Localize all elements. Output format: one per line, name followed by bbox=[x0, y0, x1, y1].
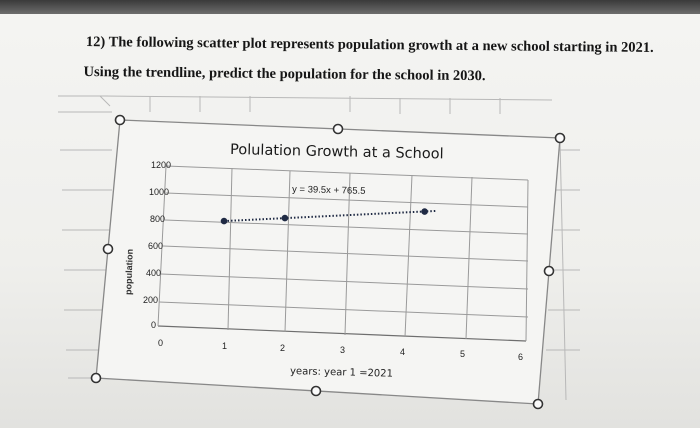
y-axis-label: population bbox=[123, 249, 135, 295]
x-tick-label: 1 bbox=[222, 341, 227, 351]
resize-handle[interactable] bbox=[102, 243, 114, 255]
data-point bbox=[281, 214, 289, 222]
x-tick-label: 4 bbox=[400, 347, 405, 357]
resize-handle[interactable] bbox=[90, 372, 102, 384]
data-point bbox=[220, 217, 228, 225]
x-tick-label: 0 bbox=[158, 338, 163, 348]
resize-handle[interactable] bbox=[310, 385, 322, 397]
plot-gridlines bbox=[157, 165, 529, 342]
x-tick-label: 2 bbox=[280, 343, 285, 353]
y-tick-label: 0 bbox=[151, 320, 156, 330]
trendline bbox=[223, 209, 437, 223]
resize-handle[interactable] bbox=[114, 114, 126, 126]
y-tick-label: 800 bbox=[150, 214, 165, 224]
x-axis-tick-labels: 0 1 2 3 4 5 6 bbox=[158, 338, 523, 362]
y-tick-label: 600 bbox=[148, 241, 163, 251]
y-tick-label: 1000 bbox=[149, 187, 169, 197]
chart-title: Polulation Growth at a School bbox=[230, 142, 444, 162]
x-tick-label: 5 bbox=[460, 349, 465, 359]
resize-handles[interactable] bbox=[90, 114, 566, 410]
x-tick-label: 6 bbox=[518, 352, 523, 362]
y-axis-tick-labels: 1200 1000 800 600 400 200 0 bbox=[143, 160, 171, 330]
y-tick-label: 400 bbox=[146, 268, 161, 278]
y-tick-label: 1200 bbox=[151, 160, 171, 170]
x-axis-label: years: year 1 =2021 bbox=[290, 366, 393, 380]
resize-handle[interactable] bbox=[532, 398, 544, 410]
resize-handle[interactable] bbox=[554, 132, 566, 144]
y-tick-label: 200 bbox=[143, 295, 158, 305]
plot-marks bbox=[220, 208, 437, 225]
resize-handle[interactable] bbox=[332, 123, 344, 135]
x-tick-label: 3 bbox=[340, 345, 345, 355]
resize-handle[interactable] bbox=[543, 265, 555, 277]
trendline-equation: y = 39.5x + 765.5 bbox=[292, 184, 366, 197]
data-point bbox=[421, 208, 428, 215]
